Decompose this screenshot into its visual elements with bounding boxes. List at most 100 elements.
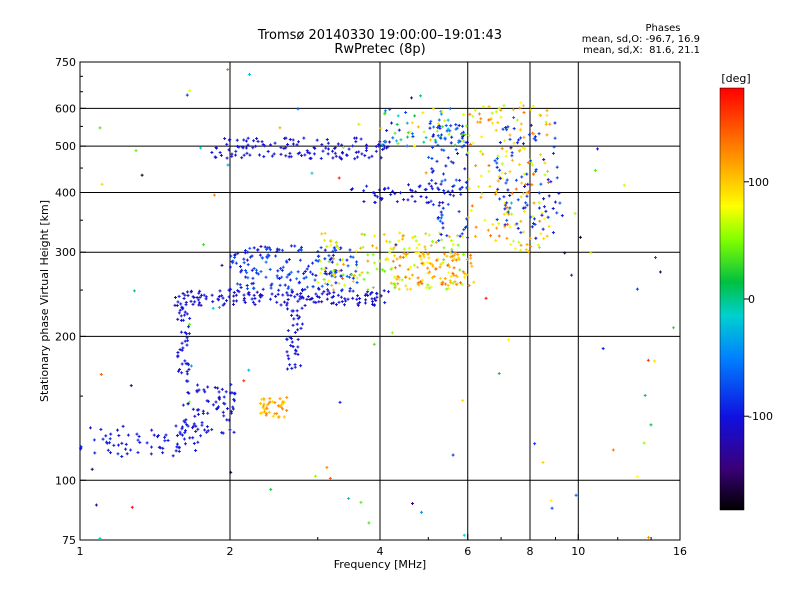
data-point [453, 251, 457, 255]
data-point [468, 143, 472, 147]
data-point [452, 253, 456, 257]
data-point [331, 253, 335, 257]
data-point [289, 270, 293, 274]
data-point [373, 194, 377, 198]
grid-lines [80, 62, 680, 540]
data-point [299, 326, 303, 330]
data-point [431, 169, 435, 173]
data-point [252, 246, 256, 250]
data-point [496, 121, 500, 125]
data-point [516, 198, 520, 202]
data-point [217, 294, 221, 298]
data-point [611, 448, 615, 452]
data-point [226, 163, 230, 167]
y-tick-label: 400 [55, 186, 76, 199]
data-point [210, 150, 214, 154]
data-point [438, 124, 442, 128]
data-point [345, 274, 349, 278]
data-point [510, 158, 514, 162]
data-point [263, 245, 267, 249]
data-point [415, 246, 419, 250]
data-point [180, 341, 184, 345]
data-point [504, 126, 508, 130]
data-point [503, 223, 507, 227]
data-point [255, 137, 259, 141]
data-point [129, 384, 133, 388]
data-point [396, 142, 400, 146]
data-point [500, 147, 504, 151]
data-point [295, 322, 299, 326]
data-point [235, 299, 239, 303]
data-point [326, 289, 330, 293]
data-point [495, 165, 499, 169]
data-point [527, 250, 531, 254]
data-point [542, 237, 546, 241]
data-point [522, 209, 526, 213]
data-point [183, 359, 187, 363]
data-point [391, 259, 395, 263]
data-point [397, 287, 401, 291]
data-point [431, 265, 435, 269]
data-point [276, 292, 280, 296]
data-point [392, 246, 396, 250]
data-point [484, 296, 488, 300]
data-point [370, 290, 374, 294]
data-point [337, 269, 341, 273]
data-point [282, 146, 286, 150]
data-point [511, 108, 515, 112]
data-point [277, 415, 281, 419]
data-point [367, 521, 371, 525]
data-point [449, 255, 453, 259]
data-point [354, 140, 358, 144]
data-point [544, 122, 548, 126]
data-point [411, 135, 415, 139]
data-point [256, 248, 260, 252]
data-point [521, 146, 525, 150]
data-point [339, 268, 343, 272]
data-point [175, 434, 179, 438]
data-point [323, 248, 327, 252]
data-point [507, 212, 511, 216]
data-point [252, 293, 256, 297]
data-point [291, 309, 295, 313]
data-point [312, 152, 316, 156]
data-point [470, 264, 474, 268]
data-point [199, 146, 203, 150]
data-point [231, 259, 235, 263]
data-point [245, 258, 249, 262]
data-point [177, 294, 181, 298]
data-point [366, 253, 370, 257]
data-point [404, 275, 408, 279]
data-point [399, 138, 403, 142]
data-point [295, 309, 299, 313]
data-point [491, 222, 495, 226]
data-point [203, 428, 207, 432]
data-point [314, 292, 318, 296]
data-point [323, 281, 327, 285]
data-point [410, 273, 414, 277]
data-point [502, 104, 506, 108]
data-point [341, 273, 345, 277]
data-point [407, 183, 411, 187]
colorbar-unit-label: [deg] [721, 72, 750, 85]
data-point [187, 332, 191, 336]
data-point [104, 434, 108, 438]
data-point [510, 191, 514, 195]
data-point [446, 283, 450, 287]
data-point [437, 204, 441, 208]
data-point [300, 245, 304, 249]
data-point [497, 222, 501, 226]
data-point [289, 294, 293, 298]
data-point [426, 260, 430, 264]
data-point [225, 156, 229, 160]
data-point [440, 110, 444, 114]
data-point [229, 287, 233, 291]
data-point [300, 295, 304, 299]
data-point [426, 283, 430, 287]
data-point [375, 195, 379, 199]
data-point [436, 215, 440, 219]
data-point [218, 289, 222, 293]
data-point [303, 303, 307, 307]
data-point [259, 245, 263, 249]
data-point [558, 201, 562, 205]
